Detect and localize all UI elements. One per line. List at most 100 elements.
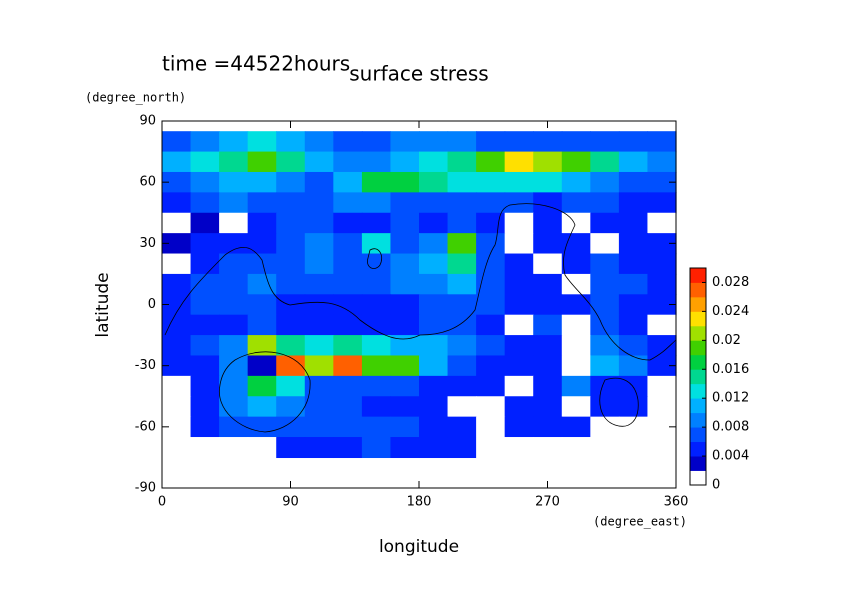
cell [247,437,277,459]
cell [618,233,649,255]
cell [618,253,649,275]
cell [219,314,249,336]
cell [276,253,306,275]
cell [304,253,334,275]
colorbar-band [690,268,706,283]
cell [618,273,649,295]
cell [247,416,277,438]
colorbar-tick-label: 0.008 [712,420,749,435]
cell [419,253,449,275]
x-tick-label: 90 [282,495,299,510]
cell [247,355,277,377]
cell [561,171,591,193]
y-tick-label: 0 [148,297,156,312]
colorbar-band [690,369,706,385]
cell [190,314,220,336]
chart-title: surface stress [349,62,488,86]
cell [476,416,506,438]
cell [590,171,620,193]
x-axis-label: longitude [379,537,459,557]
cell [504,253,534,275]
cell [504,437,534,459]
cell [247,192,277,214]
cell [419,314,449,336]
colorbar-frame [689,267,707,486]
cell [276,355,306,377]
cell [219,355,249,377]
cell [476,212,506,234]
cell [476,396,506,418]
cell [419,294,449,316]
cell [276,416,306,438]
cell [333,131,363,153]
cell [276,151,306,173]
cell [247,131,277,153]
cell [561,233,591,255]
y-tick-label: -60 [135,419,156,434]
cell [219,416,249,438]
cell [219,192,249,214]
cell [162,355,192,377]
cell [276,212,306,234]
cell [219,375,249,397]
cell [219,253,249,275]
cell [162,212,192,234]
cell [361,314,392,336]
cell [447,131,477,153]
cell [333,335,363,357]
cell [618,294,649,316]
cell [304,212,334,234]
cell [419,192,449,214]
cell [647,294,677,316]
cell [504,192,534,214]
cell [247,171,277,193]
coastlines [164,203,677,433]
cell [333,171,363,193]
cell [447,294,477,316]
cell [276,233,306,255]
cell [304,131,334,153]
y-tick-label: -90 [135,481,156,496]
cell [618,171,649,193]
coastline [599,377,639,427]
cell [219,233,249,255]
cell [304,375,334,397]
cell [247,253,277,275]
cell [162,192,192,214]
cell [533,396,563,418]
cell [533,437,563,459]
colorbar-tick-label: 0.02 [712,333,741,348]
cell [561,396,591,418]
cell [390,335,420,357]
cell [190,355,220,377]
cell [419,151,449,173]
x-tick-label: 180 [407,495,432,510]
cell [533,314,563,336]
cell [162,375,192,397]
cell [590,192,620,214]
cell [219,335,249,357]
cell [447,335,477,357]
cell [561,335,591,357]
cell [447,233,477,255]
cell [304,416,334,438]
cell [304,314,334,336]
cell [361,151,392,173]
cell [561,375,591,397]
cell [590,273,620,295]
cell [561,151,591,173]
cell [590,416,620,438]
cell [476,335,506,357]
cell [304,171,334,193]
cell [162,396,192,418]
cell [190,253,220,275]
cell [247,375,277,397]
cell [561,294,591,316]
cell [561,273,591,295]
cell [162,233,192,255]
cell [247,335,277,357]
cell [504,314,534,336]
cell [390,437,420,459]
cell [162,335,192,357]
cell [304,335,334,357]
